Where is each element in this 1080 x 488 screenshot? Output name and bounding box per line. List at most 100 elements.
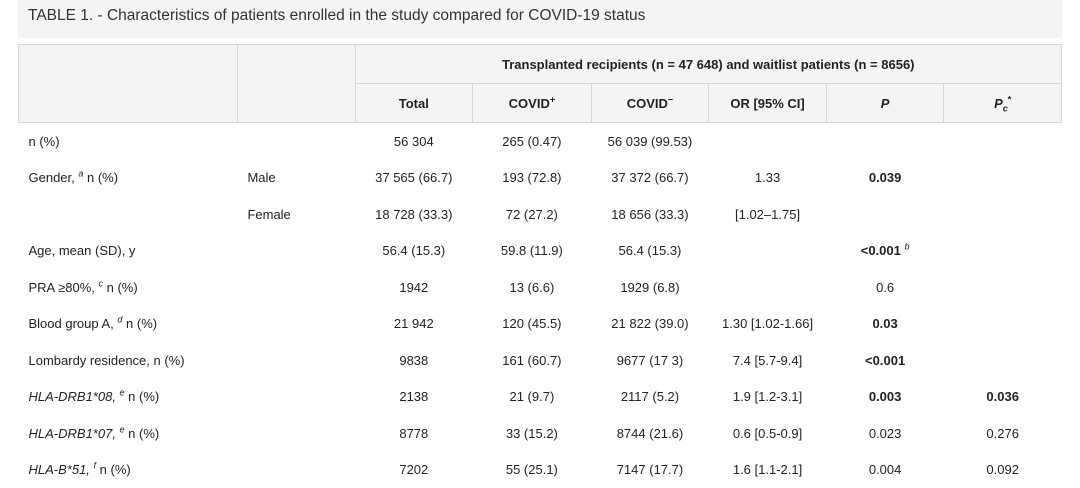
row-sublabel [237,452,355,488]
cell-total: 56 304 [355,123,473,160]
cell-total: 7202 [355,452,473,488]
row-sublabel [237,379,355,416]
table-row: HLA-DRB1*08, e n (%) 2138 21 (9.7) 2117 … [19,379,1062,416]
row-label: HLA-DRB1*08, e n (%) [19,379,238,416]
header-covid-negative: COVID− [591,84,709,123]
row-label: Lombardy residence, n (%) [19,342,238,379]
cell-pc: 0.092 [944,452,1062,488]
cell-p: 0.6 [826,269,944,306]
cell-pc: 0.276 [944,415,1062,452]
cell-total: 8778 [355,415,473,452]
header-covid-positive: COVID+ [473,84,592,123]
cell-or [709,123,827,160]
cell-p: 0.039 [826,160,944,197]
cell-or [709,233,827,270]
cell-pc [944,233,1062,270]
cell-covid-positive: 21 (9.7) [473,379,592,416]
cell-or: 1.9 [1.2-3.1] [709,379,827,416]
cell-covid-positive: 59.8 (11.9) [473,233,592,270]
cell-covid-negative: 7147 (17.7) [591,452,709,488]
header-p: P [826,84,944,123]
cell-covid-negative: 1929 (6.8) [591,269,709,306]
header-total: Total [355,84,473,123]
row-label: Blood group A, d n (%) [19,306,238,343]
cell-covid-negative: 37 372 (66.7) [591,160,709,197]
row-label: Age, mean (SD), y [19,233,238,270]
cell-covid-positive: 72 (27.2) [473,196,592,233]
cell-covid-negative: 56.4 (15.3) [591,233,709,270]
cell-covid-positive: 120 (45.5) [473,306,592,343]
row-label [19,196,238,233]
cell-or: 1.33 [709,160,827,197]
patient-characteristics-table: Transplanted recipients (n = 47 648) and… [18,44,1062,488]
cell-p: 0.023 [826,415,944,452]
row-sublabel: Male [237,160,355,197]
cell-total: 37 565 (66.7) [355,160,473,197]
cell-covid-positive: 193 (72.8) [473,160,592,197]
row-sublabel [237,233,355,270]
row-label: Gender, a n (%) [19,160,238,197]
cell-or: 0.6 [0.5-0.9] [709,415,827,452]
cell-pc: 0.036 [944,379,1062,416]
row-sublabel [237,306,355,343]
table-caption: TABLE 1. - Characteristics of patients e… [18,0,1062,38]
cell-covid-negative: 2117 (5.2) [591,379,709,416]
header-blank-label [19,45,238,123]
cell-total: 21 942 [355,306,473,343]
cell-or [709,269,827,306]
cell-pc [944,269,1062,306]
cell-covid-negative: 9677 (17 3) [591,342,709,379]
header-group-label: Transplanted recipients (n = 47 648) and… [355,45,1061,84]
cell-or: 7.4 [5.7-9.4] [709,342,827,379]
cell-total: 18 728 (33.3) [355,196,473,233]
header-blank-sub [237,45,355,123]
cell-total: 56.4 (15.3) [355,233,473,270]
row-label: PRA ≥80%, c n (%) [19,269,238,306]
cell-or: 1.6 [1.1-2.1] [709,452,827,488]
table-row: HLA-DRB1*07, e n (%) 8778 33 (15.2) 8744… [19,415,1062,452]
table-row: n (%) 56 304 265 (0.47) 56 039 (99.53) [19,123,1062,160]
cell-covid-positive: 55 (25.1) [473,452,592,488]
cell-p: <0.001 b [826,233,944,270]
cell-total: 2138 [355,379,473,416]
table-row: PRA ≥80%, c n (%) 1942 13 (6.6) 1929 (6.… [19,269,1062,306]
cell-covid-positive: 161 (60.7) [473,342,592,379]
cell-covid-negative: 18 656 (33.3) [591,196,709,233]
cell-p: 0.003 [826,379,944,416]
cell-pc [944,123,1062,160]
cell-covid-positive: 33 (15.2) [473,415,592,452]
cell-covid-negative: 8744 (21.6) [591,415,709,452]
cell-p [826,196,944,233]
cell-total: 9838 [355,342,473,379]
cell-or: [1.02–1.75] [709,196,827,233]
cell-pc [944,196,1062,233]
table-row: HLA-B*51, f n (%) 7202 55 (25.1) 7147 (1… [19,452,1062,488]
cell-covid-negative: 56 039 (99.53) [591,123,709,160]
cell-or: 1.30 [1.02-1.66] [709,306,827,343]
row-sublabel [237,342,355,379]
row-label: n (%) [19,123,238,160]
table-row: Female 18 728 (33.3) 72 (27.2) 18 656 (3… [19,196,1062,233]
cell-covid-negative: 21 822 (39.0) [591,306,709,343]
cell-covid-positive: 265 (0.47) [473,123,592,160]
cell-p: 0.03 [826,306,944,343]
cell-p [826,123,944,160]
header-or: OR [95% CI] [709,84,827,123]
row-sublabel [237,415,355,452]
cell-pc [944,342,1062,379]
table-row: Blood group A, d n (%) 21 942 120 (45.5)… [19,306,1062,343]
cell-p: 0.004 [826,452,944,488]
row-sublabel [237,123,355,160]
table-row: Age, mean (SD), y 56.4 (15.3) 59.8 (11.9… [19,233,1062,270]
cell-pc [944,306,1062,343]
header-pc: Pc* [944,84,1062,123]
cell-covid-positive: 13 (6.6) [473,269,592,306]
table-row: Gender, a n (%) Male 37 565 (66.7) 193 (… [19,160,1062,197]
cell-total: 1942 [355,269,473,306]
row-label: HLA-B*51, f n (%) [19,452,238,488]
row-label: HLA-DRB1*07, e n (%) [19,415,238,452]
row-sublabel: Female [237,196,355,233]
row-sublabel [237,269,355,306]
cell-pc [944,160,1062,197]
table-row: Lombardy residence, n (%) 9838 161 (60.7… [19,342,1062,379]
